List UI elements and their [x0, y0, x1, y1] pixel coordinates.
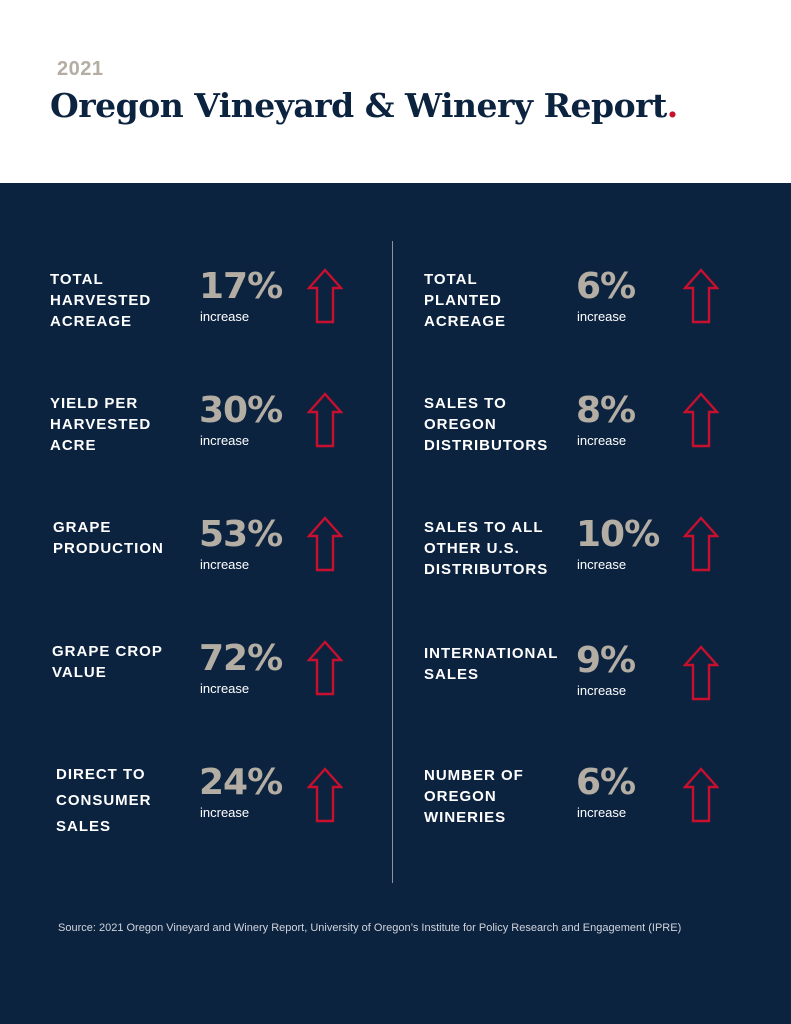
stat-label-number-of-wineries: NUMBER OF OREGON WINERIES — [424, 765, 524, 828]
stats-panel — [0, 183, 791, 1024]
label-line: PLANTED — [424, 292, 502, 309]
report-year: 2021 — [57, 58, 104, 80]
stat-change: increase — [200, 433, 250, 448]
title-red-dot: . — [666, 86, 679, 125]
column-divider — [392, 241, 393, 883]
stat-percent: 24% — [199, 762, 283, 803]
label-line: SALES TO — [424, 395, 507, 412]
up-arrow-icon — [683, 268, 719, 324]
stat-label-yield: YIELD PER HARVESTED ACRE — [50, 393, 151, 456]
stat-percent: 8% — [576, 390, 636, 431]
report-title: Oregon Vineyard & Winery Report. — [50, 86, 678, 125]
up-arrow-icon — [307, 392, 343, 448]
label-line: GRAPE CROP — [52, 643, 163, 660]
label-line: YIELD PER — [50, 395, 139, 412]
stat-percent: 10% — [576, 514, 660, 555]
label-line: INTERNATIONAL — [424, 645, 559, 662]
stat-percent: 6% — [576, 266, 636, 307]
label-line: OREGON — [424, 416, 497, 433]
stat-percent: 9% — [576, 640, 636, 681]
label-line: SALES — [424, 666, 480, 683]
label-line: TOTAL — [50, 271, 104, 288]
source-citation: Source: 2021 Oregon Vineyard and Winery … — [58, 922, 682, 934]
label-line: PRODUCTION — [53, 540, 164, 557]
stat-label-planted-acreage: TOTAL PLANTED ACREAGE — [424, 269, 506, 332]
label-line: TOTAL — [424, 271, 478, 288]
label-line: ACRE — [50, 437, 97, 454]
stat-percent: 6% — [576, 762, 636, 803]
stat-change: increase — [577, 309, 627, 324]
label-line: WINERIES — [424, 809, 507, 826]
label-line: CONSUMER — [56, 792, 152, 809]
header: 2021 Oregon Vineyard & Winery Report. — [0, 0, 791, 183]
up-arrow-icon — [683, 645, 719, 701]
label-line: SALES TO ALL — [424, 519, 544, 536]
stat-label-other-us-distributors: SALES TO ALL OTHER U.S. DISTRIBUTORS — [424, 517, 548, 580]
up-arrow-icon — [683, 516, 719, 572]
stat-change: increase — [577, 805, 627, 820]
stat-percent: 17% — [199, 266, 283, 307]
stat-label-harvested-acreage: TOTAL HARVESTED ACREAGE — [50, 269, 151, 332]
stat-change: increase — [577, 433, 627, 448]
label-line: HARVESTED — [50, 416, 152, 433]
stat-change: increase — [577, 557, 627, 572]
label-line: ACREAGE — [424, 313, 507, 330]
stat-change: increase — [200, 681, 250, 696]
stat-percent: 72% — [199, 638, 283, 679]
label-line: OREGON — [424, 788, 497, 805]
up-arrow-icon — [683, 392, 719, 448]
label-line: NUMBER OF — [424, 767, 524, 784]
stat-change: increase — [577, 683, 627, 698]
label-line: SALES — [56, 818, 112, 835]
label-line: DISTRIBUTORS — [424, 561, 549, 578]
stat-label-direct-to-consumer: DIRECT TO CONSUMER SALES — [56, 762, 152, 840]
up-arrow-icon — [683, 767, 719, 823]
up-arrow-icon — [307, 767, 343, 823]
label-line: OTHER U.S. — [424, 540, 520, 557]
label-line: HARVESTED — [50, 292, 152, 309]
stat-label-international-sales: INTERNATIONAL SALES — [424, 643, 558, 685]
label-line: ACREAGE — [50, 313, 133, 330]
stat-percent: 30% — [199, 390, 283, 431]
stat-label-grape-production: GRAPE PRODUCTION — [53, 517, 164, 559]
up-arrow-icon — [307, 640, 343, 696]
stat-label-oregon-distributors: SALES TO OREGON DISTRIBUTORS — [424, 393, 548, 456]
up-arrow-icon — [307, 516, 343, 572]
label-line: DIRECT TO — [56, 766, 146, 783]
label-line: GRAPE — [53, 519, 112, 536]
label-line: VALUE — [52, 664, 107, 681]
up-arrow-icon — [307, 268, 343, 324]
stat-label-grape-crop-value: GRAPE CROP VALUE — [52, 641, 163, 683]
stat-percent: 53% — [199, 514, 283, 555]
stat-change: increase — [200, 309, 250, 324]
report-title-text: Oregon Vineyard & Winery Report — [50, 86, 667, 125]
stat-change: increase — [200, 805, 250, 820]
label-line: DISTRIBUTORS — [424, 437, 549, 454]
stat-change: increase — [200, 557, 250, 572]
